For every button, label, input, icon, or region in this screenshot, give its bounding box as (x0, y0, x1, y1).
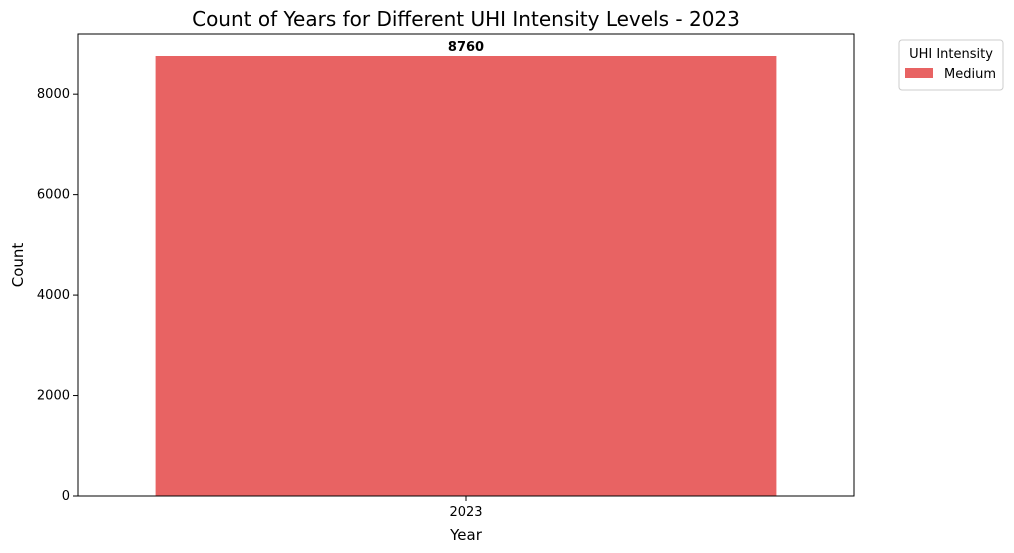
y-tick-label: 2000 (37, 389, 70, 404)
legend-item-label: Medium (944, 67, 996, 82)
y-tick-label: 6000 (37, 188, 70, 203)
y-tick-label: 0 (62, 489, 70, 504)
legend-items: Medium (905, 67, 996, 82)
x-tick-label: 2023 (449, 505, 482, 520)
bars (155, 56, 777, 496)
legend-swatch (905, 68, 933, 78)
data-labels: 8760 (448, 40, 484, 55)
plot-area: 8760 (77, 33, 855, 497)
bar-2023 (155, 56, 777, 496)
legend-title: UHI Intensity (909, 47, 993, 62)
y-axis: 0 2000 4000 6000 8000 (37, 87, 78, 504)
bar-data-label: 8760 (448, 40, 484, 55)
y-tick-label: 8000 (37, 87, 70, 102)
legend: UHI Intensity Medium (898, 39, 1004, 91)
y-axis-label: Count (9, 243, 27, 288)
x-axis-label: Year (449, 526, 483, 544)
y-tick-label: 4000 (37, 288, 70, 303)
x-axis: 2023 (449, 496, 483, 520)
chart-title: Count of Years for Different UHI Intensi… (192, 7, 740, 31)
